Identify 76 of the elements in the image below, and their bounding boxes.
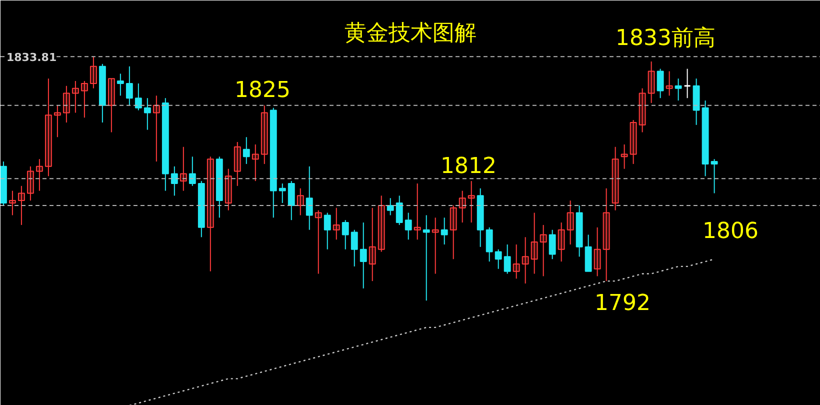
candlestick bbox=[630, 120, 637, 164]
candlestick bbox=[62, 85, 70, 123]
candlestick bbox=[432, 217, 439, 274]
candlestick bbox=[674, 78, 682, 102]
candlestick bbox=[414, 182, 421, 240]
candlestick bbox=[72, 80, 79, 114]
candlestick bbox=[396, 195, 403, 226]
candlestick bbox=[350, 229, 358, 267]
annotation: 1792 bbox=[594, 291, 651, 316]
candlestick bbox=[260, 104, 268, 164]
chart-title: 黄金技术图解 bbox=[344, 21, 476, 46]
candlestick bbox=[126, 66, 133, 106]
candlestick bbox=[36, 158, 43, 192]
candlestick bbox=[486, 226, 493, 262]
candlestick bbox=[44, 78, 52, 177]
candlestick bbox=[368, 207, 376, 282]
text: 1833前高 bbox=[616, 26, 716, 51]
candlestick bbox=[422, 214, 430, 302]
candlestick bbox=[224, 168, 232, 211]
candlestick bbox=[9, 190, 16, 216]
candlestick bbox=[170, 166, 178, 196]
candlestick bbox=[108, 78, 115, 133]
candlestick bbox=[530, 212, 538, 274]
candlestick bbox=[296, 188, 304, 216]
candlestick bbox=[288, 180, 295, 221]
candlestick bbox=[306, 166, 313, 230]
candlestick bbox=[558, 222, 565, 262]
candlestick bbox=[440, 217, 448, 245]
candlestick bbox=[144, 98, 151, 130]
candlestick bbox=[180, 146, 187, 192]
annotation: 1833.81 bbox=[6, 51, 57, 64]
candlestick bbox=[234, 142, 241, 186]
annotation: 1812 bbox=[440, 154, 497, 179]
candlestick bbox=[54, 104, 61, 138]
annotation: 1806 bbox=[702, 219, 759, 244]
candlestick bbox=[684, 68, 692, 99]
candlestick bbox=[252, 144, 259, 182]
candlestick bbox=[620, 144, 628, 170]
candlestick bbox=[386, 198, 394, 216]
candlestick bbox=[116, 73, 124, 96]
candlestick bbox=[314, 210, 322, 274]
candlestick bbox=[80, 80, 88, 118]
candlestick bbox=[566, 200, 574, 245]
candlestick bbox=[638, 88, 646, 133]
candlestick bbox=[504, 244, 511, 274]
candlestick bbox=[278, 182, 286, 204]
annotation: 1825 bbox=[234, 78, 291, 103]
candlestick bbox=[18, 185, 25, 226]
candlestick bbox=[188, 156, 196, 186]
candlestick bbox=[594, 226, 601, 277]
candlestick bbox=[710, 158, 718, 194]
candlestick bbox=[468, 180, 475, 224]
candlestick bbox=[332, 207, 340, 240]
candlestick bbox=[26, 166, 34, 202]
candlestick bbox=[540, 224, 547, 277]
candlestick bbox=[458, 190, 466, 224]
candlestick bbox=[152, 95, 160, 162]
candlestick bbox=[602, 188, 610, 282]
candlestick bbox=[522, 236, 529, 284]
candlestick bbox=[494, 248, 502, 270]
candlestick bbox=[324, 212, 331, 250]
candlestick bbox=[648, 60, 655, 104]
candlestick bbox=[612, 146, 619, 211]
candlestick bbox=[90, 56, 97, 89]
candlestick bbox=[656, 68, 664, 99]
candlestick bbox=[342, 220, 349, 250]
candlestick bbox=[404, 212, 412, 240]
candlestick bbox=[548, 229, 556, 260]
candlestick bbox=[666, 70, 673, 96]
candlestick bbox=[378, 195, 385, 252]
candlestick bbox=[206, 156, 214, 272]
candlestick bbox=[512, 244, 520, 280]
candlestick bbox=[360, 222, 367, 289]
candlestick bbox=[450, 204, 457, 260]
candlestick bbox=[134, 82, 142, 111]
candlestick bbox=[242, 136, 250, 164]
